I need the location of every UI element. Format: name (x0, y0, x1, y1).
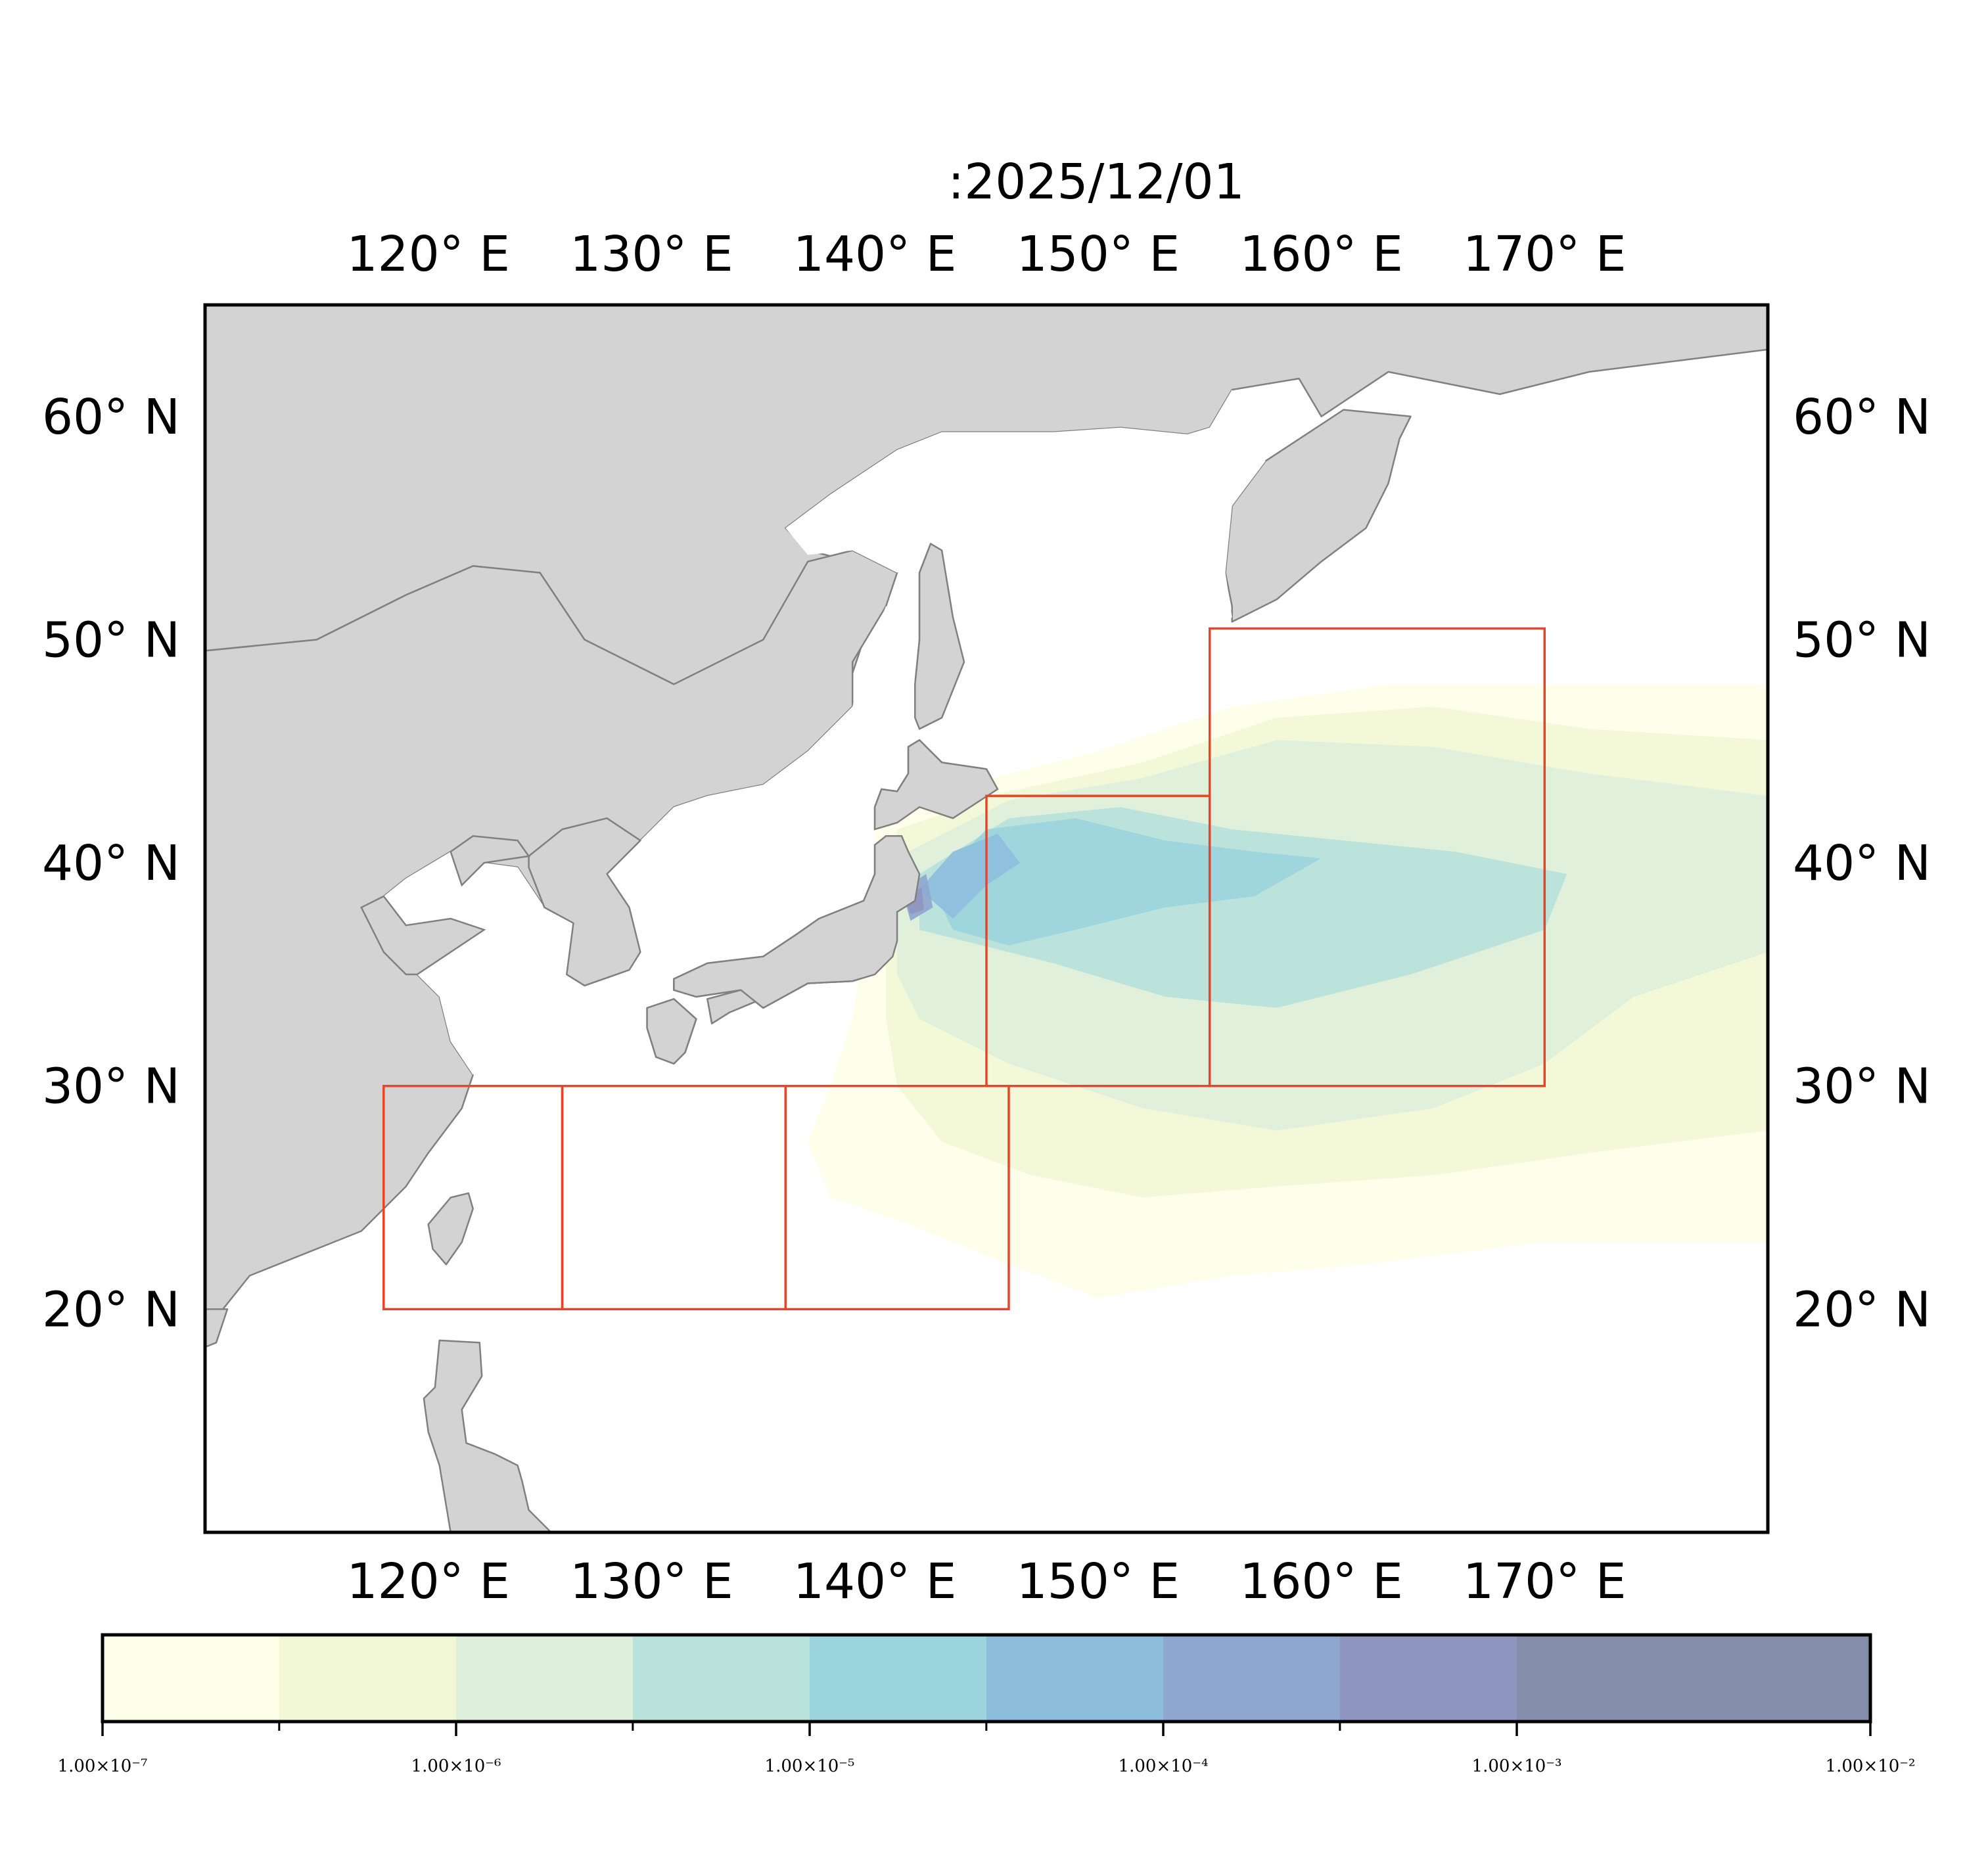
land-honshu-over (673, 835, 921, 1009)
lat-label-left: 20° N (42, 1281, 180, 1338)
lon-label-bottom: 130° E (570, 1553, 733, 1610)
lat-labels-right: 20° N 30° N 40° N 50° N 60° N (1793, 389, 1931, 1338)
colorbar: 1.00×10⁻⁷ 1.00×10⁻⁶ 1.00×10⁻⁵ 1.00×10⁻⁴ 1.00… (58, 1633, 1916, 1776)
land-hainan (205, 1308, 229, 1348)
lat-label-left: 50° N (42, 612, 180, 668)
colorbar-swatch (810, 1635, 987, 1722)
lat-labels-left: 20° N 30° N 40° N 50° N 60° N (42, 389, 180, 1338)
land-shandong (360, 895, 486, 976)
lon-label-bottom: 160° E (1239, 1553, 1403, 1610)
lon-label-bottom: 170° E (1463, 1553, 1627, 1610)
lat-label-right: 60° N (1793, 389, 1931, 446)
plume-level-4 (931, 818, 1322, 946)
sea-of-japan (607, 606, 920, 997)
land-liaodong (450, 835, 530, 887)
colorbar-tick-label: 1.00×10⁻² (1826, 1756, 1916, 1776)
colorbar-swatch (279, 1635, 457, 1722)
lon-label-top: 120° E (346, 226, 510, 283)
colorbar-swatch (632, 1635, 810, 1722)
colorbar-tick-label: 1.00×10⁻⁷ (58, 1756, 148, 1776)
colorbar-swatch (986, 1635, 1164, 1722)
colorbar-tick-label: 1.00×10⁻⁴ (1119, 1756, 1209, 1776)
colorbar-swatch (456, 1635, 634, 1722)
colorbar-tick-label: 1.00×10⁻⁶ (411, 1756, 501, 1776)
land-taiwan (427, 1192, 474, 1266)
lon-label-bottom: 120° E (346, 1553, 510, 1610)
concentration-plume (673, 684, 1768, 1298)
lon-label-top: 150° E (1017, 226, 1180, 283)
lat-label-right: 30° N (1793, 1059, 1931, 1115)
lat-label-left: 40° N (42, 835, 180, 892)
map-area (205, 305, 1768, 1532)
colorbar-swatch (1163, 1635, 1341, 1722)
land-hokkaido-over (873, 739, 999, 831)
lat-label-right: 40° N (1793, 835, 1931, 892)
map-title: :2025/12/01 (948, 154, 1244, 210)
lon-label-top: 130° E (570, 226, 733, 283)
plume-level-5 (919, 833, 1020, 919)
region-boxes (382, 627, 1546, 1311)
colorbar-swatch (1339, 1635, 1517, 1722)
land-sakhalin-top (914, 543, 965, 730)
lon-labels-bottom: 120° E 130° E 140° E 150° E 160° E 170° E (346, 1553, 1626, 1610)
lon-label-bottom: 140° E (793, 1553, 957, 1610)
lon-label-bottom: 150° E (1017, 1553, 1180, 1610)
lon-labels-top: 120° E 130° E 140° E 150° E 160° E 170° E (346, 226, 1626, 283)
sea-of-okhotsk (785, 390, 1266, 774)
colorbar-tick-label: 1.00×10⁻³ (1472, 1756, 1562, 1776)
colorbar-tick-label: 1.00×10⁻⁵ (765, 1756, 855, 1776)
region-box-3 (784, 1084, 1010, 1311)
lon-label-top: 170° E (1463, 226, 1627, 283)
map-frame (203, 303, 1770, 1534)
lat-label-right: 50° N (1793, 612, 1931, 668)
lat-label-left: 60° N (42, 389, 180, 446)
land-korea (528, 817, 641, 987)
region-box-5 (1208, 627, 1546, 1087)
land-kyushu-top (646, 998, 697, 1065)
colorbar-swatch (103, 1635, 280, 1722)
colorbar-swatch (1517, 1635, 1871, 1722)
yellow-sea (383, 852, 574, 1075)
lon-label-top: 160° E (1239, 226, 1403, 283)
lat-label-right: 20° N (1793, 1281, 1931, 1338)
lat-label-left: 30° N (42, 1059, 180, 1115)
lon-label-top: 140° E (793, 226, 957, 283)
land-luzon (423, 1339, 552, 1532)
